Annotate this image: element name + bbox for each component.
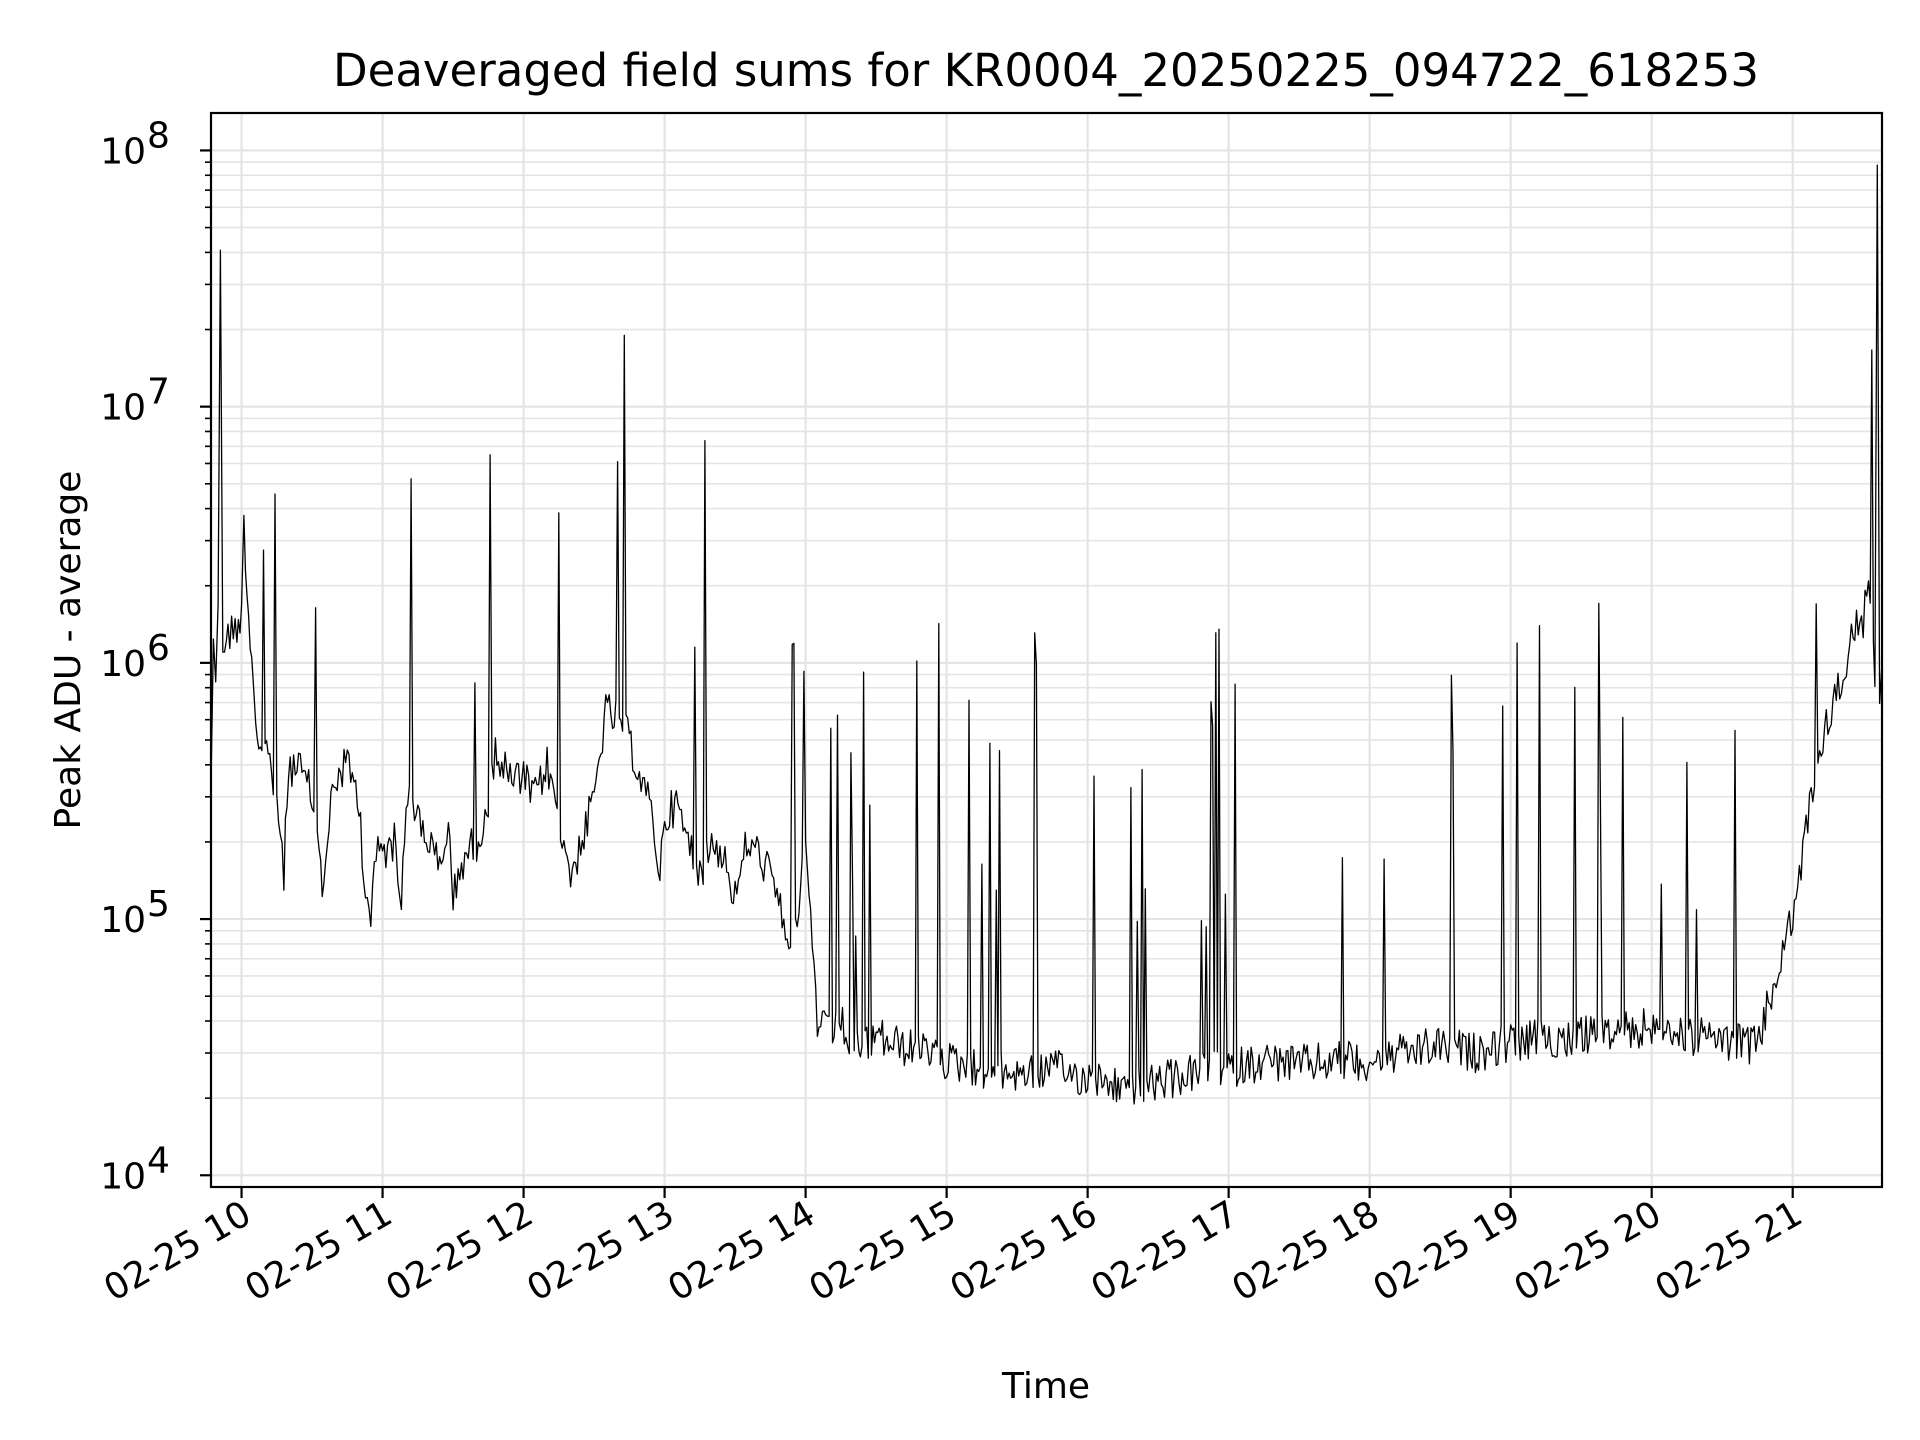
y-tick-exponent: 7 <box>147 372 170 413</box>
plot-line <box>210 164 1883 1105</box>
y-tick-exponent: 6 <box>147 628 170 669</box>
x-axis-label: Time <box>1001 1366 1090 1407</box>
y-tick-label: 10 <box>100 388 146 429</box>
grid <box>211 113 1882 1187</box>
data-series-line <box>210 164 1883 1105</box>
y-tick-label: 10 <box>100 644 146 685</box>
chart-title: Deaveraged field sums for KR0004_2025022… <box>333 44 1759 97</box>
y-tick-label: 10 <box>100 131 146 172</box>
y-tick-exponent: 5 <box>147 884 170 925</box>
plot-frame <box>209 111 1884 1189</box>
y-tick-exponent: 8 <box>147 115 170 156</box>
y-tick-exponent: 4 <box>147 1140 170 1181</box>
y-tick-label: 10 <box>100 1156 146 1197</box>
y-tick-label: 10 <box>100 900 146 941</box>
y-axis-label: Peak ADU - average <box>48 471 89 830</box>
